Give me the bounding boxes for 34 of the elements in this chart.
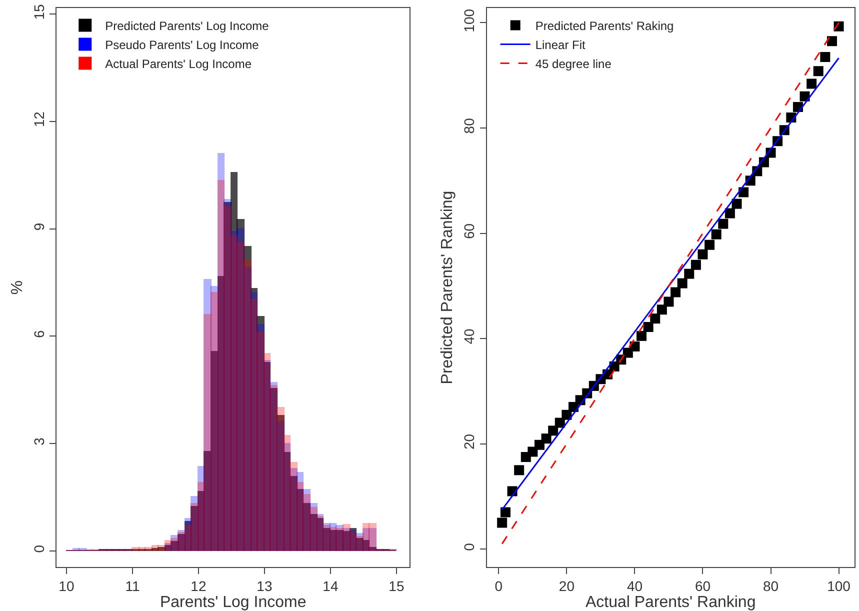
y-tick-label: 100 [461,8,478,32]
x-axis-title: Actual Parents' Ranking [585,594,756,611]
y-tick-label: 60 [461,223,478,239]
x-tick-label: 100 [827,578,851,594]
x-tick-label: 13 [256,578,272,594]
legend-label: Predicted Parents' Raking [535,18,674,33]
x-tick-label: 0 [494,578,503,594]
legend-label: Pseudo Parents' Log Income [105,38,260,52]
x-tick-label: 14 [322,578,338,594]
y-tick-label: 15 [30,4,47,20]
y-tick-label: 0 [461,542,478,551]
y-tick-label: 20 [461,434,478,450]
x-tick-label: 11 [125,578,140,594]
x-tick-label: 80 [762,578,779,594]
y-tick-label: 0 [30,544,47,553]
legend-label: Predicted Parents' Log Income [105,18,270,33]
legend-label: Actual Parents' Log Income [105,56,252,71]
y-tick-label: 40 [461,328,478,344]
y-axis-title: % [8,280,26,295]
x-tick-label: 15 [388,578,404,594]
x-axis-title: Parents' Log Income [160,594,306,611]
x-tick-label: 40 [626,578,643,594]
y-tick-label: 3 [30,437,47,446]
legend-label: 45 degree line [535,56,612,71]
y-tick-label: 9 [30,222,47,231]
y-tick-label: 80 [461,118,478,134]
x-tick-label: 10 [58,578,74,594]
y-tick-label: 12 [30,111,47,128]
x-tick-label: 20 [558,578,575,594]
y-tick-label: 6 [30,330,47,338]
y-axis-title: Predicted Parents' Ranking [439,190,456,384]
legend-label: Linear Fit [535,38,586,52]
x-tick-label: 12 [190,578,206,594]
x-tick-label: 60 [694,578,711,594]
